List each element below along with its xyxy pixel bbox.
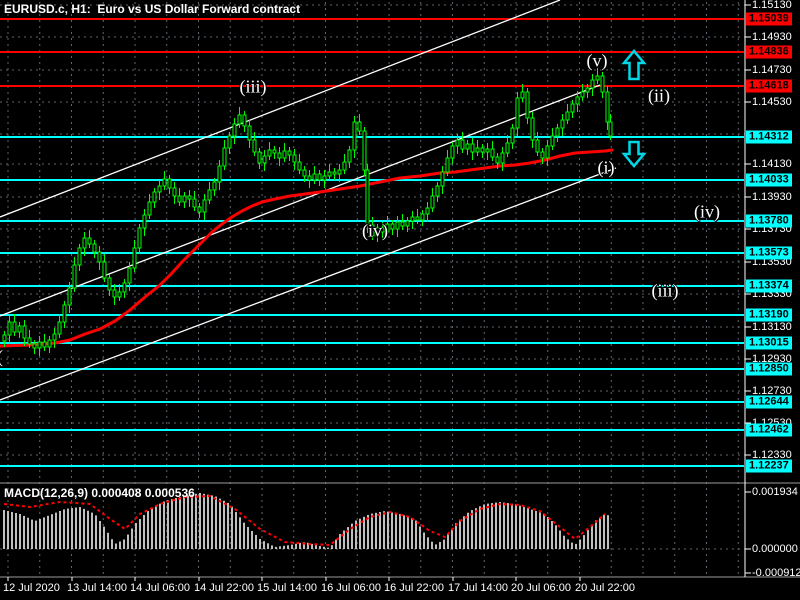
axis-ticks: [7, 4, 751, 581]
price-tick-label: 1.14930: [752, 31, 792, 43]
time-tick-label: 12 Jul 2020: [3, 582, 60, 594]
time-tick-label: 14 Jul 06:00: [130, 582, 190, 594]
support-resistance-lines: [0, 18, 744, 467]
price-tick-label: 1.13930: [752, 191, 792, 203]
support-price-badge: 1.14033: [746, 173, 792, 187]
elliott-wave-label[interactable]: (ii): [648, 85, 670, 106]
support-price-badge: 1.12462: [746, 423, 792, 437]
time-tick-label: 20 Jul 22:00: [575, 582, 635, 594]
support-price-badge: 1.12644: [746, 395, 792, 409]
sell-arrow-down-icon: [621, 140, 647, 168]
support-price-badge: 1.13015: [746, 336, 792, 350]
resistance-price-badge: 1.14618: [746, 79, 792, 93]
resistance-price-badge: 1.14836: [746, 45, 792, 59]
chart-title: EURUSD.c, H1: Euro vs US Dollar Forward …: [4, 2, 301, 16]
support-price-badge: 1.12850: [746, 362, 792, 376]
price-tick-label: 1.14130: [752, 158, 792, 170]
time-tick-label: 13 Jul 14:00: [67, 582, 127, 594]
price-tick-label: 1.14530: [752, 96, 792, 108]
elliott-wave-label[interactable]: (i): [597, 157, 615, 178]
support-price-badge: 1.13573: [746, 246, 792, 260]
time-tick-label: 15 Jul 14:00: [257, 582, 317, 594]
elliott-wave-label[interactable]: (: [0, 347, 3, 368]
elliott-wave-label[interactable]: (iv): [694, 201, 720, 222]
moving-average-line: [0, 148, 614, 348]
elliott-wave-label[interactable]: (iii): [239, 76, 267, 97]
price-tick-label: 1.14730: [752, 64, 792, 76]
buy-arrow-up-icon: [621, 49, 647, 81]
candlesticks: [2, 68, 613, 356]
macd-tick-label: -0.000912: [752, 567, 800, 579]
macd-histogram: [3, 493, 609, 549]
support-price-badge: 1.13780: [746, 214, 792, 228]
price-tick-label: 1.12930: [752, 353, 792, 365]
price-tick-label: 1.12330: [752, 449, 792, 461]
elliott-wave-label[interactable]: (iv): [362, 220, 388, 241]
trend-channel-lines: [0, 0, 617, 401]
time-tick-label: 20 Jul 06:00: [511, 582, 571, 594]
time-tick-label: 14 Jul 22:00: [194, 582, 254, 594]
resistance-price-badge: 1.15039: [746, 12, 792, 26]
macd-tick-label: 0.000000: [752, 543, 798, 555]
elliott-wave-label[interactable]: (iii): [651, 280, 679, 301]
support-price-badge: 1.13374: [746, 279, 792, 293]
support-price-badge: 1.12237: [746, 459, 792, 473]
macd-indicator-label: MACD(12,26,9) 0.000408 0.000536: [4, 486, 195, 500]
current-price-badge: 1.14312: [746, 130, 792, 144]
support-price-badge: 1.13190: [746, 308, 792, 322]
macd-signal-line: [3, 494, 606, 547]
macd-tick-label: 0.001934: [752, 486, 798, 498]
time-tick-label: 16 Jul 22:00: [384, 582, 444, 594]
price-tick-label: 1.15130: [752, 0, 792, 11]
price-tick-label: 1.12730: [752, 385, 792, 397]
time-tick-label: 17 Jul 14:00: [448, 582, 508, 594]
time-tick-label: 16 Jul 06:00: [321, 582, 381, 594]
pane-borders: [0, 0, 800, 578]
elliott-wave-label[interactable]: (v): [586, 50, 608, 71]
price-tick-label: 1.13130: [752, 321, 792, 333]
